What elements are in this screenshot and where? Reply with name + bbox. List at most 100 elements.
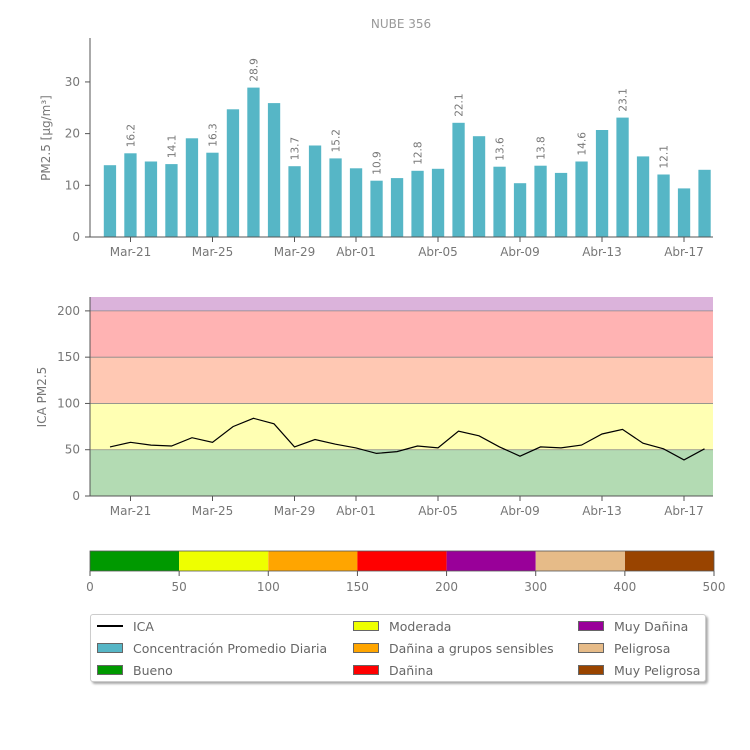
color-swatch (97, 643, 123, 653)
legend-label: Peligrosa (614, 640, 671, 656)
bar (267, 103, 281, 237)
bar (493, 166, 506, 237)
y-tick-label: 50 (65, 443, 80, 457)
legend-label: Concentración Promedio Diaria (133, 640, 328, 656)
colorbar-segment (179, 551, 269, 571)
bar (452, 122, 465, 237)
legend-item-peligrosa: Peligrosa (578, 640, 670, 656)
category-band (90, 310, 713, 358)
colorbar-segment (90, 551, 180, 571)
legend-item-moderada: Moderada (353, 618, 451, 634)
ica-colorbar: 0 50 100 150 200 300 400 500 (86, 550, 725, 594)
color-swatch (353, 665, 379, 675)
bar (657, 174, 670, 237)
legend-label: Dañina a grupos sensibles (389, 640, 554, 656)
bar-value-label: 14.6 (577, 132, 589, 156)
bar-value-label: 12.1 (659, 145, 671, 168)
x-tick-label: Abr-01 (336, 245, 376, 259)
bar (206, 152, 219, 237)
bar (144, 161, 158, 237)
color-swatch (353, 621, 379, 631)
bar (636, 156, 650, 237)
colorbar-segment (268, 551, 358, 571)
chart-title: NUBE 356 (371, 17, 431, 31)
colorbar-segments (90, 551, 714, 571)
bar (185, 138, 199, 237)
legend-item-muy-danina: Muy Dañina (578, 618, 688, 634)
x-tick-label: Abr-09 (500, 504, 540, 518)
colorbar-tick-label: 500 (703, 580, 726, 594)
y-tick-label: 0 (72, 230, 80, 244)
colorbar-frame (89, 550, 715, 572)
legend-label: ICA (133, 618, 154, 634)
bar (370, 180, 383, 237)
x-tick-label: Mar-21 (110, 504, 151, 518)
colorbar-tick-label: 400 (613, 580, 636, 594)
bar-value-label: 13.6 (495, 137, 507, 161)
x-tick-label: Abr-13 (582, 245, 622, 259)
y-tick-label: 100 (57, 396, 80, 410)
bar-value-label: 13.8 (536, 136, 548, 159)
colorbar-tick-label: 300 (524, 580, 547, 594)
x-tick-label: Abr-17 (664, 245, 704, 259)
legend-item-muy-peligrosa: Muy Peligrosa (578, 662, 700, 678)
legend-label: Moderada (389, 618, 452, 634)
legend: ICA Concentración Promedio Diaria Bueno … (90, 614, 706, 682)
bar (165, 164, 178, 237)
colorbar-segment (624, 551, 714, 571)
bar-value-label: 16.3 (208, 123, 220, 146)
colorbar-tick-label: 150 (346, 580, 369, 594)
line-swatch (97, 625, 123, 627)
bar (247, 87, 260, 237)
legend-item-sensibles: Dañina a grupos sensibles (353, 640, 554, 656)
legend-label: Bueno (133, 662, 173, 678)
bar-value-label: 13.7 (290, 137, 302, 160)
colorbar-segment (446, 551, 536, 571)
y-ticks: 0 10 20 30 (65, 75, 90, 244)
bar (103, 165, 117, 237)
bar (226, 109, 240, 237)
bar-value-labels: 16.2 14.1 16.3 28.9 13.7 15.2 10.9 12.8 22.1 13.6… (126, 58, 671, 174)
x-ticks: Mar-21 Mar-25 Mar-29 Abr-01 Abr-05 Abr-09 Abr-… (110, 496, 704, 518)
x-tick-label: Abr-05 (418, 245, 458, 259)
bar (390, 178, 404, 237)
colorbar-segment (535, 551, 625, 571)
legend-item-danina: Dañina (353, 662, 433, 678)
color-swatch (578, 643, 604, 653)
bar (411, 170, 424, 237)
bar (288, 166, 301, 237)
category-bands (90, 297, 713, 496)
pm25-bar-chart: NUBE 356 PM2.5 [μg/m³] 16.2 14.1 16.328.91… (39, 17, 713, 259)
y-tick-label: 10 (65, 178, 80, 192)
legend-item-bueno: Bueno (97, 662, 173, 678)
bar (329, 158, 342, 237)
category-band (90, 449, 713, 496)
legend-item-concentration: Concentración Promedio Diaria (97, 640, 327, 656)
y-tick-label: 20 (65, 127, 80, 141)
bar (124, 153, 137, 237)
colorbar-tick-label: 0 (86, 580, 94, 594)
y-tick-label: 30 (65, 75, 80, 89)
bar-value-label: 12.8 (413, 141, 425, 164)
bar (308, 145, 322, 237)
x-tick-label: Abr-05 (418, 504, 458, 518)
x-tick-label: Abr-01 (336, 504, 376, 518)
x-tick-label: Mar-21 (110, 245, 151, 259)
x-tick-label: Abr-09 (500, 245, 540, 259)
bar (349, 168, 363, 237)
x-tick-label: Mar-29 (274, 504, 315, 518)
colorbar-ticks: 0 50 100 150 200 300 400 500 (86, 571, 725, 594)
color-swatch (578, 621, 604, 631)
y-ticks: 0 50 100 150 200 (57, 304, 90, 503)
x-tick-label: Mar-25 (192, 245, 233, 259)
y-tick-label: 200 (57, 304, 80, 318)
bar (698, 169, 711, 237)
colorbar-tick-label: 200 (435, 580, 458, 594)
legend-label: Muy Peligrosa (614, 662, 701, 678)
category-band (90, 297, 713, 311)
y-axis-label: PM2.5 [μg/m³] (39, 95, 53, 181)
bar-value-label: 22.1 (454, 93, 466, 116)
y-tick-label: 150 (57, 350, 80, 364)
